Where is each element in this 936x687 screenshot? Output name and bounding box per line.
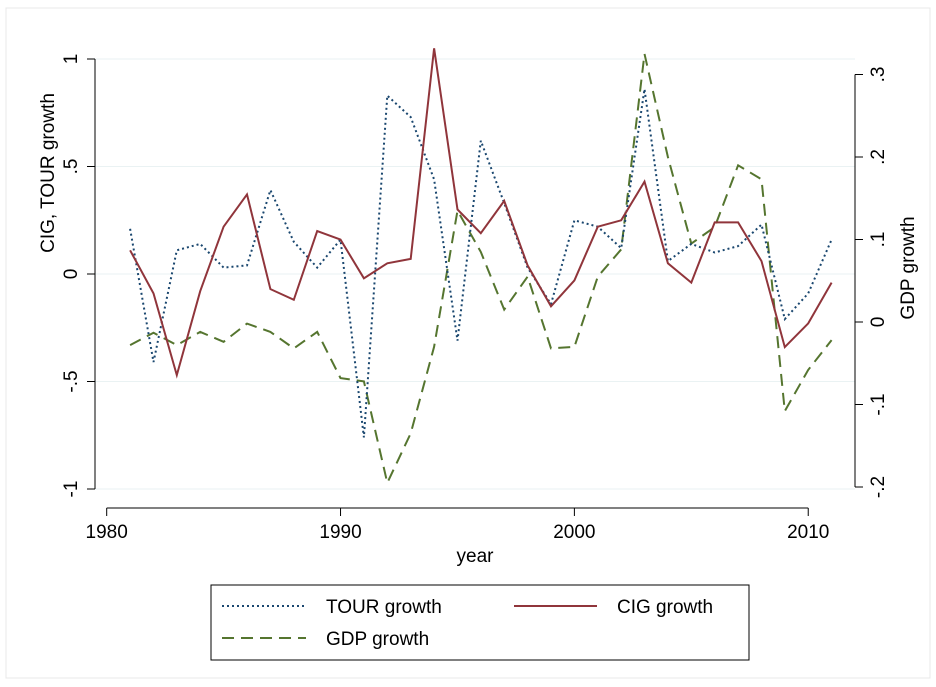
legend-label-gdp: GDP growth — [326, 629, 429, 650]
outer-frame — [5, 7, 931, 679]
series-line-tour-growth — [129, 88, 833, 438]
y-right-tick-label: -.1 — [868, 393, 889, 415]
legend-box — [210, 584, 750, 661]
y-left-tick-label: -.5 — [61, 370, 82, 392]
series-line-cig-growth — [129, 48, 833, 379]
y-left-tick-label: 0 — [61, 269, 82, 280]
x-axis-label: year — [457, 546, 495, 567]
x-tick-label: 2010 — [787, 522, 829, 543]
grid — [95, 58, 855, 490]
y-left-tick-label: .5 — [61, 159, 82, 175]
axes: -1 -.5 0 .5 1 -.2 -.1 0 .1 .2 .3 1980 1990 2000 2010 — [61, 54, 889, 543]
x-tick-label: 1990 — [319, 522, 361, 543]
legend-label-tour: TOUR growth — [326, 597, 442, 618]
legend-label-cig: CIG growth — [617, 597, 713, 618]
y-axis-right-label: GDP growth — [898, 216, 919, 319]
x-tick-label: 1980 — [86, 522, 128, 543]
y-right-tick-label: .3 — [868, 67, 889, 83]
y-right-tick-label: -.2 — [868, 476, 889, 498]
series-line-gdp-growth — [129, 53, 833, 486]
y-right-tick-label: 0 — [868, 317, 889, 328]
y-left-tick-label: 1 — [61, 54, 82, 65]
legend: TOUR growth CIG growth GDP growth — [210, 584, 750, 661]
y-right-tick-label: .2 — [868, 149, 889, 165]
series-layer — [129, 48, 833, 486]
y-left-tick-label: -1 — [61, 481, 82, 498]
y-right-tick-label: .1 — [868, 232, 889, 248]
y-axis-left-label: CIG, TOUR growth — [38, 93, 59, 253]
x-tick-label: 2000 — [553, 522, 595, 543]
